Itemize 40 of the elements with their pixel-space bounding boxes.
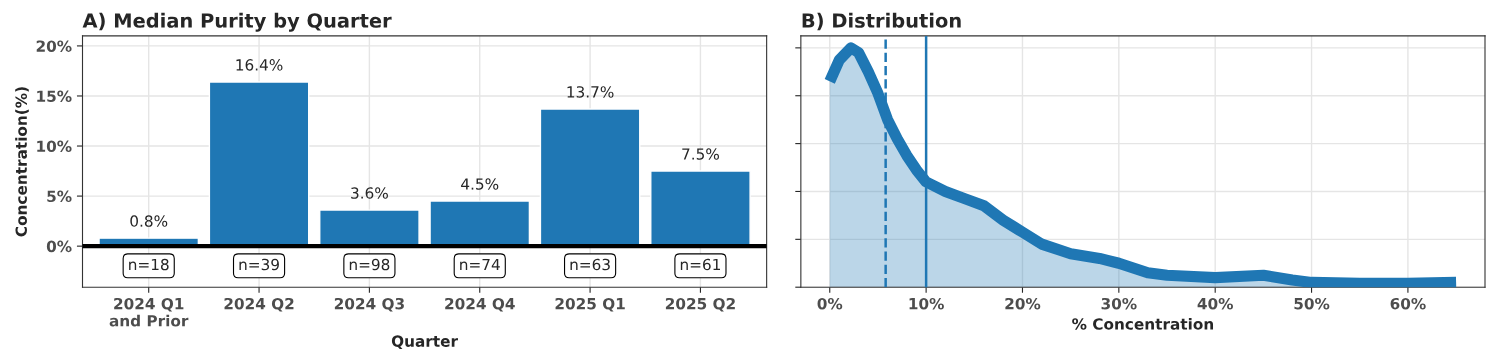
- x-tick-label: 60%: [1390, 297, 1426, 310]
- data-label: 16.4%: [236, 59, 283, 71]
- annotation: n=63: [570, 258, 610, 271]
- data-label: 0.8%: [130, 215, 168, 227]
- x-tick-label: 10%: [909, 297, 944, 310]
- chart-title: B) Distribution: [802, 12, 961, 31]
- data-label: 7.5%: [682, 148, 719, 160]
- data-label: 4.5%: [461, 178, 499, 190]
- x-axis-title: Quarter: [391, 335, 458, 349]
- data-label: 13.7%: [567, 86, 614, 98]
- chart-title: A) Median Purity by Quarter: [82, 12, 392, 32]
- annotation: n=61: [680, 258, 720, 271]
- x-tick-label: 2025 Q2: [665, 297, 735, 312]
- x-tick-label: 2024 Q1 and Prior: [109, 297, 189, 327]
- bar: [429, 200, 531, 247]
- x-tick-label: 2024 Q3: [334, 297, 404, 312]
- x-tick-label: 2025 Q1: [555, 297, 625, 312]
- x-tick-label: 2024 Q2: [224, 297, 294, 312]
- x-tick-label: 2024 Q4: [445, 297, 515, 312]
- y-axis-title: Concentration(%): [15, 87, 29, 237]
- y-tick-label: 10%: [37, 140, 72, 153]
- bar: [208, 81, 310, 247]
- bar: [539, 108, 641, 247]
- y-tick-label: 5%: [47, 190, 72, 203]
- x-tick-label: 20%: [1005, 297, 1041, 310]
- annotation: n=74: [460, 258, 500, 271]
- y-tick-label: 0%: [46, 240, 72, 253]
- x-tick-label: 40%: [1197, 297, 1233, 310]
- x-tick-label: 30%: [1101, 297, 1137, 310]
- x-tick-label: 0%: [817, 297, 843, 310]
- y-tick-label: 20%: [36, 40, 72, 52]
- x-axis-title: % Concentration: [1072, 317, 1214, 330]
- annotation: n=98: [349, 258, 390, 271]
- x-tick-label: 50%: [1294, 297, 1330, 310]
- bar: [319, 209, 420, 247]
- annotation: n=39: [239, 258, 279, 271]
- bar: [650, 170, 751, 247]
- annotation: n=18: [129, 258, 169, 271]
- y-tick-label: 15%: [37, 90, 72, 102]
- data-label: 3.6%: [351, 187, 388, 199]
